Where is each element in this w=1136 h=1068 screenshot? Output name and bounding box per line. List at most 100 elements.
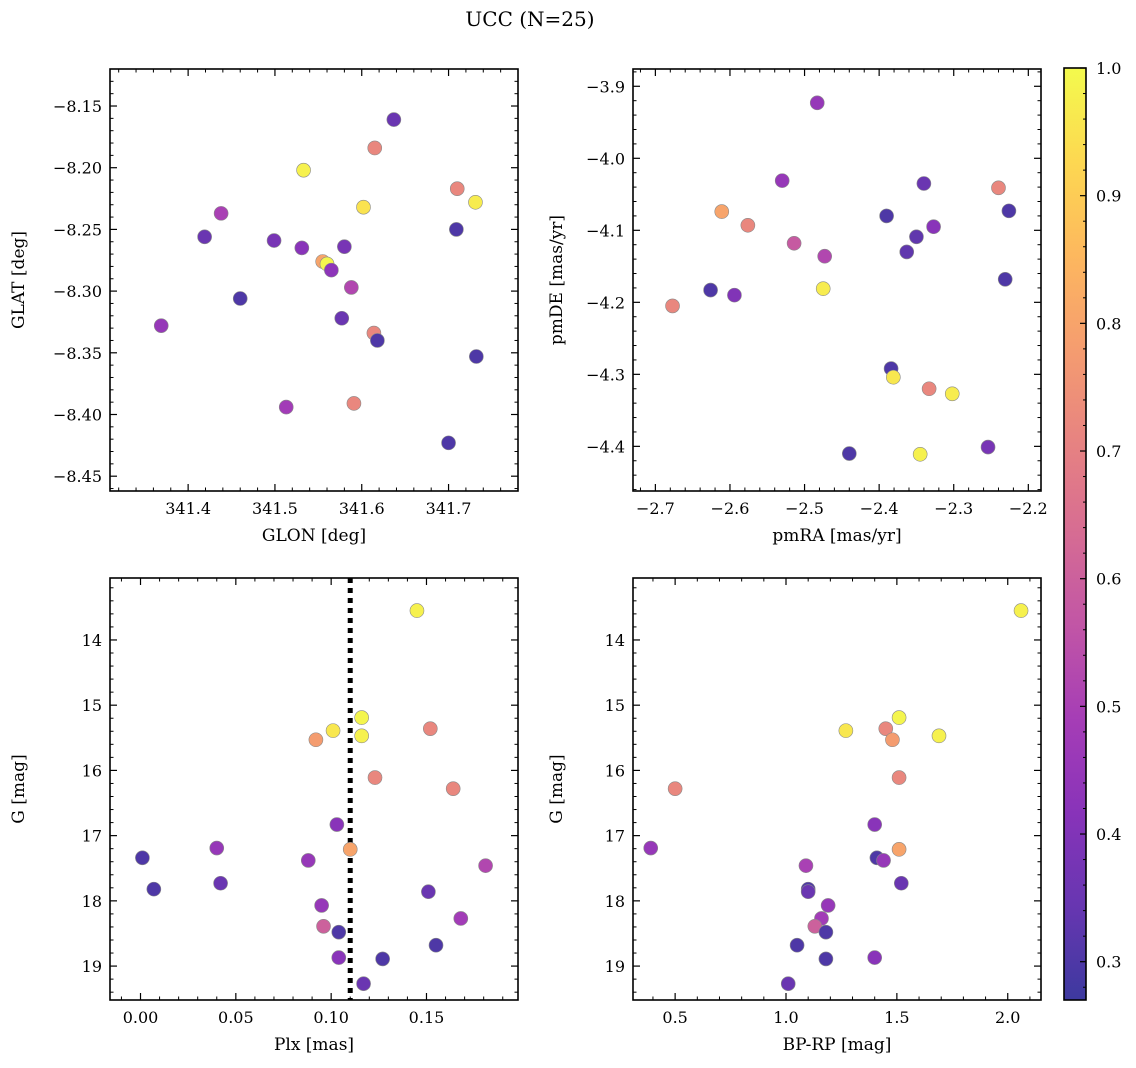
data-point bbox=[1001, 203, 1017, 219]
data-point bbox=[891, 770, 907, 785]
data-point bbox=[329, 817, 345, 832]
x-tick-label: −2.5 bbox=[785, 499, 824, 518]
colorbar-ticks: 0.3 0.4 0.5 0.6 0.7 0.8 0.9 1.0 bbox=[1080, 59, 1121, 988]
data-point bbox=[879, 208, 894, 224]
data-point bbox=[665, 298, 680, 314]
x-tick-label: 1.5 bbox=[884, 1008, 909, 1027]
panel-glon-glat: 341.4 341.5 341.6 341.7 −8.15 −8.20 −8.25 −8.30… bbox=[9, 68, 519, 546]
data-point bbox=[667, 781, 683, 796]
data-point bbox=[997, 271, 1013, 287]
y-tick-label: −8.40 bbox=[53, 405, 102, 424]
x-axis-label: GLON [deg] bbox=[262, 526, 366, 546]
data-point bbox=[798, 858, 814, 873]
colorbar-gradient bbox=[1064, 68, 1086, 1000]
scatter-points bbox=[135, 578, 493, 1000]
axes-frame bbox=[632, 577, 1042, 1001]
data-point bbox=[146, 881, 162, 897]
y-tick-label: −4.2 bbox=[586, 293, 625, 312]
colorbar-tick-label: 0.8 bbox=[1096, 314, 1121, 333]
data-point bbox=[478, 858, 493, 873]
data-point bbox=[370, 333, 385, 348]
data-point bbox=[876, 853, 891, 868]
data-point bbox=[334, 310, 350, 326]
data-point bbox=[375, 951, 390, 967]
y-tick-label: 16 bbox=[82, 761, 102, 780]
colorbar-tick-label: 0.4 bbox=[1096, 825, 1121, 844]
data-point bbox=[453, 911, 469, 926]
data-point bbox=[344, 280, 359, 295]
data-point bbox=[367, 770, 383, 785]
data-point bbox=[842, 446, 857, 461]
y-tick-label: −4.1 bbox=[586, 221, 625, 240]
data-point bbox=[422, 721, 438, 736]
data-point bbox=[314, 898, 329, 913]
scatter-points bbox=[153, 112, 484, 451]
data-point bbox=[209, 840, 225, 856]
x-tick-label: 0.15 bbox=[409, 1008, 445, 1027]
data-point bbox=[786, 235, 802, 251]
y-tick-label: 15 bbox=[605, 696, 625, 715]
y-tick-label: −4.0 bbox=[586, 149, 625, 168]
x-tick-label: 341.4 bbox=[165, 499, 211, 518]
data-point bbox=[921, 381, 937, 397]
data-point bbox=[1013, 603, 1029, 618]
data-point bbox=[356, 976, 371, 991]
data-point bbox=[135, 850, 150, 866]
y-tick-label: −8.20 bbox=[53, 159, 102, 178]
x-tick-label: 2.0 bbox=[995, 1008, 1020, 1027]
data-point bbox=[308, 732, 324, 748]
x-tick-label: 0.00 bbox=[123, 1008, 159, 1027]
data-point bbox=[449, 181, 465, 196]
y-tick-label: −8.35 bbox=[53, 344, 102, 363]
y-axis-label: GLAT [deg] bbox=[9, 231, 29, 329]
data-point bbox=[428, 937, 444, 953]
data-point bbox=[342, 842, 358, 857]
y-axis-label: G [mag] bbox=[547, 754, 567, 823]
y-tick-label: −8.30 bbox=[53, 282, 102, 301]
x-axis-label: pmRA [mas/yr] bbox=[772, 526, 901, 546]
panel-bprp-g: 0.5 1.0 1.5 2.0 14 15 16 17 18 19 BP-RP [mag] G [… bbox=[547, 577, 1042, 1055]
data-point bbox=[991, 180, 1006, 196]
y-tick-label: 15 bbox=[82, 696, 102, 715]
data-point bbox=[386, 112, 402, 127]
y-tick-label: 18 bbox=[605, 892, 625, 911]
data-point bbox=[296, 162, 311, 178]
data-point bbox=[316, 918, 331, 934]
data-point bbox=[909, 229, 924, 245]
y-tick-label: 19 bbox=[82, 957, 102, 976]
y-tick-label: 19 bbox=[605, 957, 625, 976]
x-tick-label: −2.7 bbox=[636, 499, 675, 518]
colorbar-frame bbox=[1063, 67, 1087, 1001]
data-point bbox=[469, 349, 484, 364]
y-tick-label: −8.15 bbox=[53, 97, 102, 116]
y-tick-label: −3.9 bbox=[586, 77, 625, 96]
data-point bbox=[356, 199, 371, 215]
data-point bbox=[468, 194, 483, 210]
data-point bbox=[354, 728, 369, 744]
data-point bbox=[346, 396, 362, 411]
data-point bbox=[445, 781, 461, 796]
data-point bbox=[441, 435, 456, 451]
data-point bbox=[367, 140, 383, 156]
y-tick-label: 17 bbox=[82, 827, 102, 846]
scatter-points bbox=[665, 95, 1017, 462]
data-point bbox=[815, 281, 831, 296]
data-point bbox=[818, 951, 834, 967]
y-tick-label: −4.4 bbox=[586, 437, 625, 456]
data-point bbox=[916, 176, 932, 191]
data-point bbox=[774, 173, 790, 188]
x-tick-label: 341.7 bbox=[426, 499, 472, 518]
x-axis-label: BP-RP [mag] bbox=[783, 1035, 892, 1055]
data-point bbox=[809, 95, 825, 111]
panel-plx-g: 0.00 0.05 0.10 0.15 14 15 16 17 18 19 Plx [mas] G… bbox=[9, 577, 519, 1055]
axis-ticks: 341.4 341.5 341.6 341.7 −8.15 −8.20 −8.25 −8.30… bbox=[53, 68, 519, 518]
data-point bbox=[789, 937, 805, 953]
axes-frame bbox=[109, 68, 519, 492]
data-point bbox=[878, 721, 894, 736]
colorbar-tick-label: 0.3 bbox=[1096, 953, 1121, 972]
x-axis-label: Plx [mas] bbox=[274, 1035, 354, 1055]
data-point bbox=[714, 204, 730, 219]
data-point bbox=[703, 282, 718, 298]
data-point bbox=[331, 924, 347, 940]
